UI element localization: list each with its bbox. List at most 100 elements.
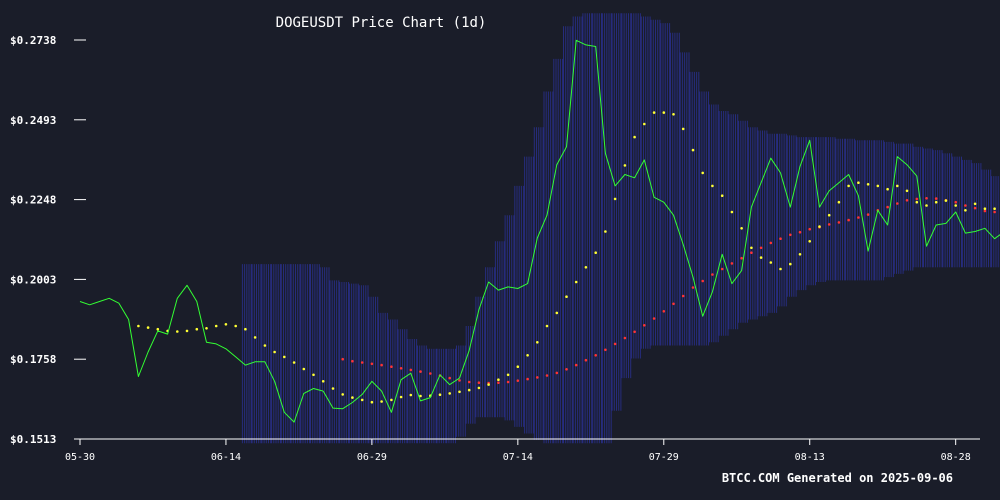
long-ma-point: [827, 223, 831, 226]
short-ma-point: [448, 392, 452, 395]
long-ma-point: [983, 209, 987, 213]
short-ma-point: [876, 184, 880, 188]
short-ma-point: [662, 111, 666, 114]
long-ma-point: [409, 368, 413, 372]
long-ma-point: [613, 342, 617, 346]
short-ma-point: [351, 396, 354, 399]
long-ma-point: [691, 286, 695, 289]
short-ma-point: [487, 383, 490, 386]
short-ma-point: [458, 390, 461, 394]
long-ma-point: [429, 372, 432, 375]
long-ma-point: [837, 221, 841, 224]
short-ma-point: [594, 251, 597, 254]
long-ma-point: [789, 233, 792, 237]
x-tick-label: 05-30: [65, 452, 95, 463]
long-ma-point: [934, 197, 938, 200]
long-ma-point: [458, 379, 461, 382]
y-tick-label: $0.2248: [10, 194, 56, 207]
long-ma-point: [730, 262, 734, 265]
long-ma-point: [584, 358, 588, 362]
short-ma-point: [341, 393, 345, 396]
long-ma-point: [565, 368, 568, 371]
short-ma-point: [253, 336, 257, 339]
short-ma-point: [643, 122, 646, 126]
long-ma-point: [925, 197, 928, 200]
short-ma-point: [691, 148, 695, 152]
short-ma-point: [925, 204, 928, 207]
long-ma-point: [769, 241, 773, 245]
short-ma-point: [993, 207, 996, 210]
short-ma-point: [273, 350, 276, 354]
short-ma-point: [954, 204, 957, 207]
long-ma-point: [672, 302, 675, 306]
long-ma-point: [497, 381, 500, 385]
short-ma-point: [623, 164, 627, 167]
long-ma-point: [759, 246, 763, 250]
long-ma-point: [516, 379, 520, 383]
long-ma-point: [847, 218, 850, 222]
short-ma-point: [156, 327, 160, 331]
short-ma-point: [720, 194, 724, 197]
long-ma-point: [341, 357, 345, 361]
long-ma-point: [808, 227, 811, 231]
short-ma-point: [565, 295, 568, 299]
chart-title: DOGEUSDT Price Chart (1d): [276, 15, 487, 31]
short-ma-point: [176, 330, 179, 333]
long-ma-point: [652, 317, 656, 320]
short-ma-point: [750, 246, 753, 250]
short-ma-point: [681, 127, 685, 131]
short-ma-point: [399, 395, 403, 399]
y-tick-label: $0.1513: [10, 433, 56, 446]
long-ma-point: [866, 213, 870, 216]
short-ma-point: [973, 202, 977, 206]
x-tick-label: 06-29: [357, 452, 387, 463]
long-ma-point: [964, 204, 967, 207]
short-ma-point: [574, 280, 578, 284]
long-ma-point: [896, 202, 899, 205]
short-ma-point: [234, 324, 237, 328]
long-ma-point: [536, 376, 539, 379]
short-ma-point: [711, 184, 714, 188]
short-ma-point: [370, 400, 374, 404]
short-ma-point: [360, 398, 364, 402]
long-ma-point: [857, 216, 860, 219]
short-ma-point: [964, 209, 967, 212]
long-ma-point: [954, 200, 957, 204]
short-ma-point: [195, 327, 199, 331]
long-ma-point: [915, 197, 919, 201]
short-ma-point: [380, 400, 383, 403]
long-ma-point: [526, 377, 529, 381]
short-ma-point: [137, 324, 140, 328]
short-ma-point: [837, 200, 841, 204]
short-ma-point: [827, 213, 831, 217]
short-ma-point: [857, 181, 860, 184]
short-ma-point: [759, 256, 763, 259]
price-line: [79, 39, 1000, 423]
short-ma-point: [934, 200, 938, 204]
short-ma-point: [905, 189, 909, 193]
long-ma-point: [750, 251, 753, 254]
short-ma-point: [652, 111, 656, 114]
y-tick-label: $0.1758: [10, 353, 56, 366]
long-ma-point: [886, 205, 889, 209]
short-ma-point: [896, 184, 899, 188]
short-ma-point: [292, 361, 296, 364]
long-ma-point: [779, 237, 782, 240]
x-tick-label: 07-29: [649, 452, 679, 463]
short-ma-point: [701, 171, 704, 175]
short-ma-point: [331, 387, 335, 390]
long-ma-point: [740, 256, 743, 260]
long-ma-point: [555, 371, 559, 375]
short-ma-point: [185, 329, 189, 333]
long-moving-average-dots: [341, 197, 996, 385]
long-ma-point: [360, 361, 364, 364]
short-ma-point: [866, 183, 870, 186]
short-ma-point: [730, 210, 734, 214]
short-ma-point: [818, 225, 821, 228]
y-tick-label: $0.2003: [10, 273, 56, 286]
short-ma-point: [497, 378, 500, 382]
long-ma-point: [993, 210, 996, 214]
footer-generated-text: BTCC.COM Generated on 2025-09-06: [722, 471, 953, 485]
short-ma-point: [321, 380, 325, 383]
